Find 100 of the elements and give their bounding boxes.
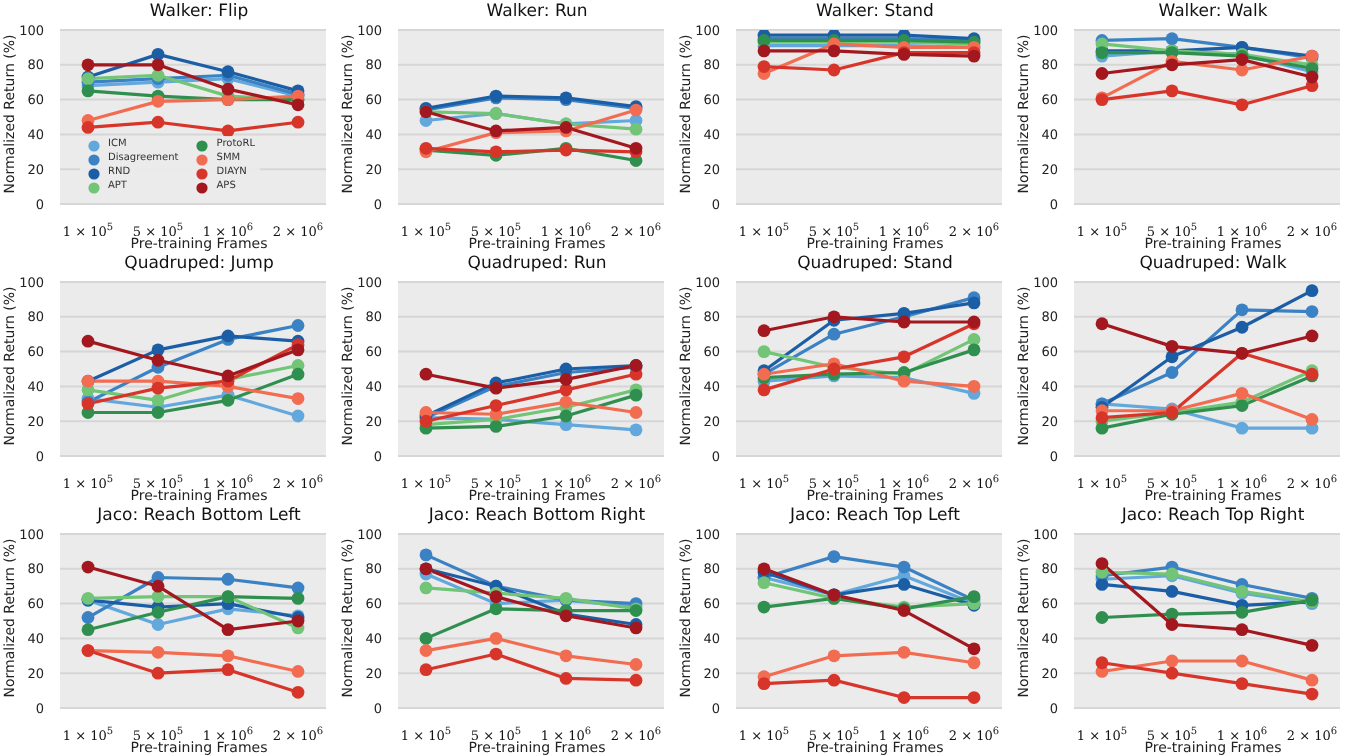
point: [629, 122, 643, 136]
point: [1095, 656, 1109, 670]
point: [1165, 666, 1179, 680]
chart-title: Walker: Walk: [1156, 0, 1270, 24]
point: [757, 44, 771, 58]
point: [1165, 366, 1179, 379]
chart-title: Jaco: Reach Bottom Left: [94, 504, 303, 528]
point: [967, 333, 981, 346]
point: [559, 409, 573, 423]
point: [221, 623, 235, 637]
chart-title: Jaco: Reach Bottom Right: [426, 504, 648, 528]
point: [967, 656, 981, 670]
point: [151, 381, 165, 395]
point: [967, 296, 981, 310]
point: [419, 581, 433, 595]
point: [1095, 67, 1109, 80]
chart-title: Jaco: Reach Top Left: [787, 504, 962, 528]
point: [897, 645, 911, 659]
point: [291, 591, 305, 605]
point: [291, 343, 305, 357]
point: [967, 691, 981, 704]
point: [419, 367, 433, 381]
chart-title: Walker: Flip: [147, 0, 251, 24]
point: [151, 115, 165, 129]
point: [151, 605, 165, 619]
point: [151, 58, 165, 72]
point: [489, 647, 503, 661]
point: [1165, 32, 1179, 46]
point: [1095, 611, 1109, 624]
point: [897, 691, 911, 704]
point: [1235, 320, 1249, 334]
point: [1305, 70, 1319, 84]
point: [757, 345, 771, 358]
point: [291, 685, 305, 699]
point: [291, 115, 305, 129]
chart-title: Quadruped: Jump: [122, 252, 276, 276]
point: [897, 315, 911, 329]
point: [827, 673, 841, 687]
point: [827, 550, 841, 564]
point: [559, 672, 573, 685]
point: [559, 649, 573, 663]
point: [1235, 623, 1249, 637]
point: [81, 623, 95, 637]
point: [81, 121, 95, 134]
point: [81, 611, 95, 624]
point: [151, 353, 165, 367]
point: [221, 572, 235, 586]
point: [151, 645, 165, 659]
point: [81, 84, 95, 98]
point: [1165, 585, 1179, 598]
point: [1235, 421, 1249, 435]
point: [151, 666, 165, 680]
point: [757, 576, 771, 590]
point: [1305, 413, 1319, 426]
point: [221, 663, 235, 677]
point: [757, 600, 771, 614]
point: [1095, 578, 1109, 591]
point: [151, 618, 165, 631]
point: [827, 327, 841, 341]
point: [1235, 654, 1249, 668]
point: [629, 673, 643, 687]
point: [81, 560, 95, 574]
point: [151, 579, 165, 593]
point: [1235, 386, 1249, 400]
point: [291, 409, 305, 423]
point: [897, 578, 911, 591]
point: [151, 393, 165, 407]
chart-title: Quadruped: Walk: [1137, 252, 1289, 276]
point: [291, 98, 305, 112]
point: [967, 343, 981, 357]
point: [1235, 677, 1249, 691]
point: [419, 644, 433, 657]
point: [757, 60, 771, 73]
point: [151, 590, 165, 604]
point: [1235, 303, 1249, 317]
point: [1305, 305, 1319, 318]
point: [419, 548, 433, 562]
point: [221, 649, 235, 663]
point: [897, 560, 911, 574]
point: [559, 373, 573, 386]
point: [81, 334, 95, 348]
point: [291, 392, 305, 405]
point: [827, 649, 841, 663]
chart-title: Jaco: Reach Top Right: [1119, 504, 1307, 528]
point: [1305, 687, 1319, 701]
point: [291, 319, 305, 332]
point: [1305, 673, 1319, 687]
point: [221, 124, 235, 138]
point: [1165, 618, 1179, 631]
chart-title: Walker: Stand: [814, 0, 936, 24]
point: [419, 632, 433, 645]
point: [489, 399, 503, 412]
point: [827, 63, 841, 77]
point: [757, 677, 771, 691]
point: [489, 632, 503, 645]
point: [1305, 329, 1319, 343]
point: [629, 406, 643, 419]
point: [967, 380, 981, 393]
point: [489, 420, 503, 433]
point: [1305, 284, 1319, 298]
